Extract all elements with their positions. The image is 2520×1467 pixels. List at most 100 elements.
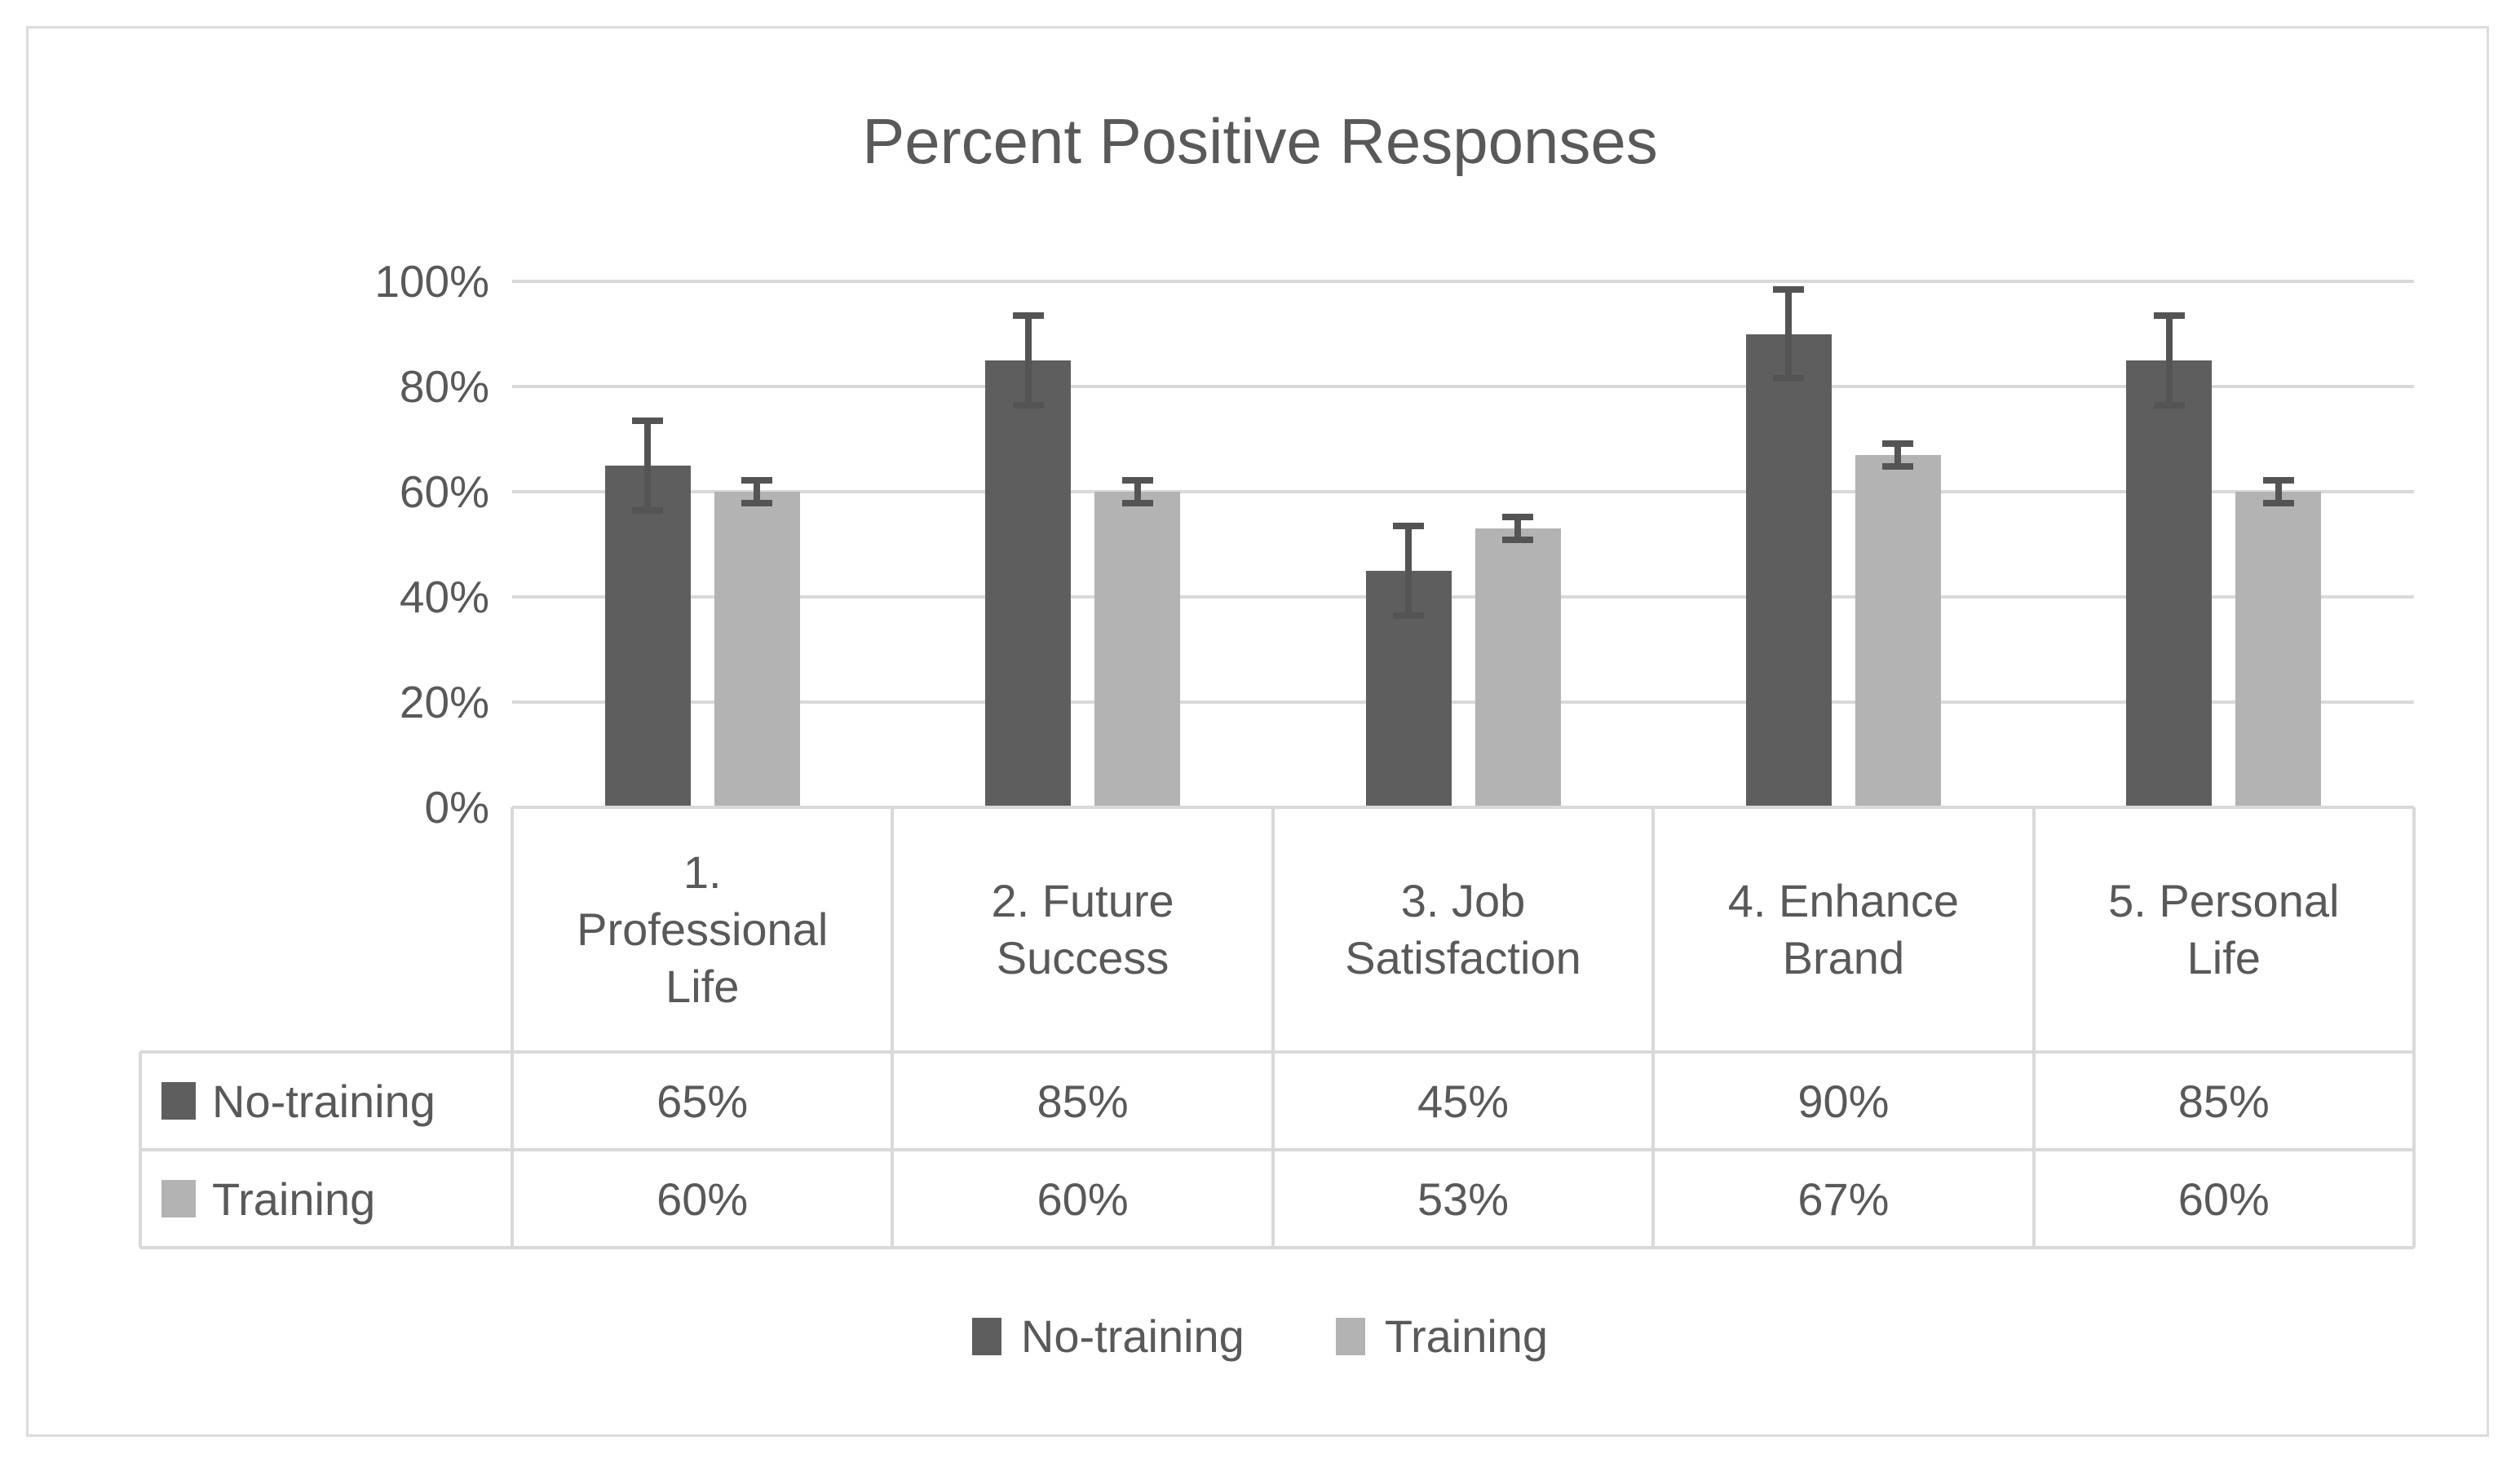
bar-training-5: [2235, 492, 2322, 806]
error-bar-cap: [1012, 401, 1044, 409]
y-axis-tick-label: 0%: [424, 782, 490, 833]
table-cell-no-training-4: 90%: [1797, 1075, 1890, 1127]
legend-swatch-no-training: [971, 1317, 1001, 1355]
error-bar-cap: [741, 476, 773, 484]
error-bar-cap: [1393, 522, 1424, 529]
legend-item-training: Training: [1335, 1310, 1549, 1363]
error-bar-cap: [1502, 537, 1533, 544]
chart-frame: [26, 26, 2489, 1437]
bar-no-training-1: [604, 465, 691, 806]
bar-no-training-5: [2126, 360, 2213, 806]
table-border-col0: [511, 807, 514, 1248]
error-bar-cap: [1882, 440, 1914, 447]
bar-no-training-2: [985, 360, 1072, 806]
category-label-3: 3. Job Satisfaction: [1273, 807, 1653, 1052]
error-bar-training-1: [754, 479, 761, 504]
error-bar-cap: [1121, 476, 1153, 484]
table-cell-training-5: 60%: [2177, 1173, 2270, 1225]
error-bar-cap: [1393, 612, 1424, 619]
table-cell-no-training-1: 65%: [657, 1075, 749, 1127]
category-label-line: Success: [996, 932, 1169, 983]
error-bar-no-training-4: [1785, 289, 1793, 379]
legend-key-training: [161, 1180, 196, 1217]
bar-training-4: [1855, 454, 1941, 806]
bar-training-1: [714, 492, 800, 806]
error-bar-cap: [1121, 500, 1153, 507]
legend-swatch-training: [1335, 1317, 1365, 1355]
category-label-4: 4. Enhance Brand: [1653, 807, 2033, 1052]
category-label-line: Life: [2186, 932, 2261, 983]
error-bar-cap: [2262, 476, 2294, 484]
category-label-line: 4. Enhance: [1727, 875, 1960, 926]
table-cell-no-training-3: 45%: [1417, 1075, 1510, 1127]
y-axis-tick-label: 80%: [399, 361, 489, 412]
table-border-top: [512, 806, 2414, 809]
category-label-2: 2. Future Success: [892, 807, 1272, 1052]
legend-label: Training: [1384, 1310, 1549, 1362]
table-row-header-training: Training: [140, 1150, 512, 1248]
error-bar-cap: [1773, 375, 1805, 382]
category-label-1: 1. Professional Life: [512, 807, 892, 1052]
error-bar-training-2: [1134, 479, 1141, 504]
table-border-col2: [1271, 807, 1275, 1248]
table-cell-training-1: 60%: [657, 1173, 749, 1225]
gridline-60%: [512, 490, 2414, 493]
error-bar-cap: [741, 500, 773, 507]
error-bar-cap: [1882, 463, 1914, 471]
bar-training-3: [1474, 528, 1561, 806]
error-bar-no-training-2: [1024, 315, 1032, 405]
table-border-row1: [140, 1050, 2414, 1054]
error-bar-training-4: [1894, 443, 1902, 467]
error-bar-cap: [1502, 513, 1533, 520]
error-bar-cap: [2262, 500, 2294, 507]
gridline-20%: [512, 700, 2414, 704]
error-bar-cap: [632, 417, 664, 424]
table-cell-training-3: 53%: [1417, 1173, 1510, 1225]
table-cell-no-training-2: 85%: [1037, 1075, 1129, 1127]
bar-no-training-4: [1745, 334, 1832, 806]
legend-label: No-training: [1020, 1310, 1245, 1362]
series-name-label: Training: [212, 1173, 376, 1225]
error-bar-no-training-1: [644, 420, 652, 510]
chart-legend: No-training Training: [0, 1310, 2520, 1363]
gridline-100%: [512, 280, 2414, 283]
error-bar-cap: [1773, 285, 1805, 293]
error-bar-cap: [632, 506, 664, 514]
error-bar-cap: [1012, 312, 1044, 319]
category-label-line: Satisfaction: [1345, 932, 1581, 983]
category-label-line: Brand: [1782, 932, 1905, 983]
error-bar-no-training-5: [2165, 315, 2173, 405]
y-axis-tick-label: 100%: [374, 256, 489, 307]
table-cell-no-training-5: 85%: [2177, 1075, 2270, 1127]
error-bar-cap: [2153, 401, 2185, 409]
table-border-col3: [1651, 807, 1656, 1248]
table-cell-training-4: 67%: [1797, 1173, 1890, 1225]
category-label-line: 5. Personal: [2108, 875, 2340, 926]
y-axis-tick-label: 60%: [399, 466, 489, 517]
category-label-line: Professional: [577, 904, 829, 955]
table-border-left: [139, 1052, 142, 1248]
category-label-5: 5. Personal Life: [2034, 807, 2414, 1052]
error-bar-training-5: [2275, 479, 2282, 504]
legend-key-no-training: [161, 1082, 196, 1120]
table-row-header-no-training: No-training: [140, 1052, 512, 1150]
y-axis-tick-label: 40%: [399, 572, 489, 622]
table-border-col4: [2031, 807, 2036, 1248]
table-border-col1: [891, 807, 895, 1248]
table-cell-training-2: 60%: [1037, 1173, 1129, 1225]
table-border-right: [2412, 807, 2416, 1248]
y-axis-tick-label: 20%: [399, 677, 489, 727]
category-label-line: 3. Job: [1400, 875, 1526, 926]
error-bar-training-3: [1514, 516, 1521, 541]
table-border-bottom: [140, 1246, 2414, 1249]
series-name-label: No-training: [212, 1075, 435, 1127]
table-border-row2: [140, 1148, 2414, 1151]
gridline-40%: [512, 595, 2414, 599]
chart-title: Percent Positive Responses: [862, 105, 1658, 177]
error-bar-no-training-3: [1405, 525, 1412, 616]
category-label-line: 2. Future: [991, 875, 1174, 926]
bar-training-2: [1094, 492, 1181, 806]
gridline-80%: [512, 385, 2414, 388]
error-bar-cap: [2153, 312, 2185, 319]
